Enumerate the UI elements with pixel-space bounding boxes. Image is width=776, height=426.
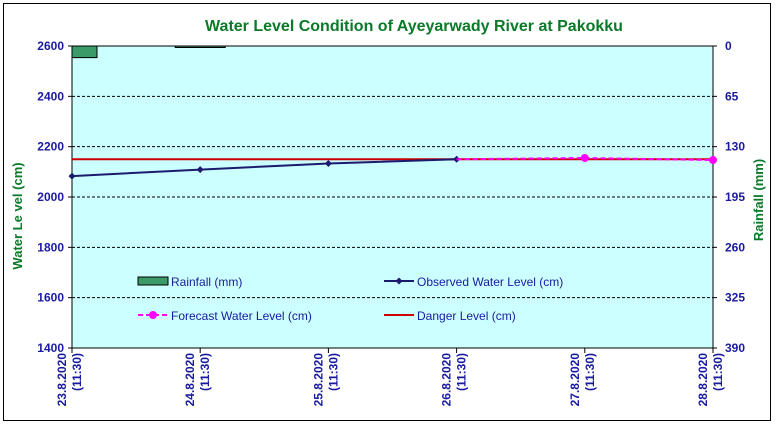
right-tick-label: 0	[725, 39, 732, 53]
x-tick-date: 24.8.2020	[183, 353, 197, 407]
right-tick-label: 390	[725, 341, 745, 355]
left-tick-label: 2400	[37, 89, 64, 103]
x-tick-date: 28.8.2020	[696, 353, 710, 407]
right-tick-label: 195	[725, 190, 745, 204]
x-tick-time: (11:30)	[326, 353, 340, 391]
observed-point	[68, 172, 76, 180]
chart-title: Water Level Condition of Ayeyarwady Rive…	[205, 18, 623, 35]
observed-point	[324, 160, 332, 168]
rainfall-bar	[174, 45, 226, 48]
x-tick-time: (11:30)	[198, 353, 212, 391]
rainfall-bar	[71, 45, 98, 59]
legend: Rainfall (mm) Observed Water Level (cm) …	[137, 275, 563, 323]
forecast-water-level-series	[456, 153, 717, 165]
right-tick-label: 260	[725, 240, 745, 254]
left-tick-label: 1800	[37, 240, 64, 254]
x-tick-time: (11:30)	[455, 353, 469, 391]
gridlines	[72, 95, 713, 299]
x-tick-time: (11:30)	[70, 353, 84, 391]
left-axis-title: Water Le vel (cm)	[10, 162, 25, 269]
left-tick-label: 2200	[37, 140, 64, 154]
legend-rainfall-swatch	[137, 276, 169, 286]
left-tick-label: 1400	[37, 341, 64, 355]
observed-point	[196, 166, 204, 174]
right-axis-title: Rainfall (mm)	[751, 159, 766, 241]
right-axis-ticks: 0 65 130 195 260 325 390	[713, 39, 745, 355]
right-tick-label: 65	[725, 89, 739, 103]
x-tick-date: 25.8.2020	[311, 353, 325, 407]
observed-water-level-series	[68, 155, 461, 180]
legend-forecast-label: Forecast Water Level (cm)	[171, 309, 312, 323]
forecast-point	[709, 156, 717, 165]
legend-rainfall-label: Rainfall (mm)	[171, 275, 242, 289]
forecast-point	[580, 153, 589, 162]
legend-danger-label: Danger Level (cm)	[417, 309, 516, 323]
left-tick-label: 1600	[37, 291, 64, 305]
legend-forecast-marker	[149, 311, 157, 319]
legend-observed-marker	[395, 277, 403, 285]
left-tick-label: 2000	[37, 190, 64, 204]
x-tick-date: 26.8.2020	[440, 353, 454, 407]
left-axis-ticks: 1400 1600 1800 2000 2200 2400 2600	[37, 39, 72, 355]
x-tick-date: 23.8.2020	[55, 353, 69, 407]
observed-line	[71, 158, 457, 178]
x-tick-time: (11:30)	[583, 353, 597, 391]
legend-observed-label: Observed Water Level (cm)	[417, 275, 563, 289]
x-axis-ticks: 23.8.2020 (11:30) 24.8.2020 (11:30) 25.8.202…	[55, 348, 725, 406]
x-tick-date: 27.8.2020	[568, 353, 582, 407]
right-tick-label: 325	[725, 291, 745, 305]
rainfall-bars	[71, 45, 226, 59]
right-tick-label: 130	[725, 140, 745, 154]
left-tick-label: 2600	[37, 39, 64, 53]
x-tick-time: (11:30)	[711, 353, 725, 391]
